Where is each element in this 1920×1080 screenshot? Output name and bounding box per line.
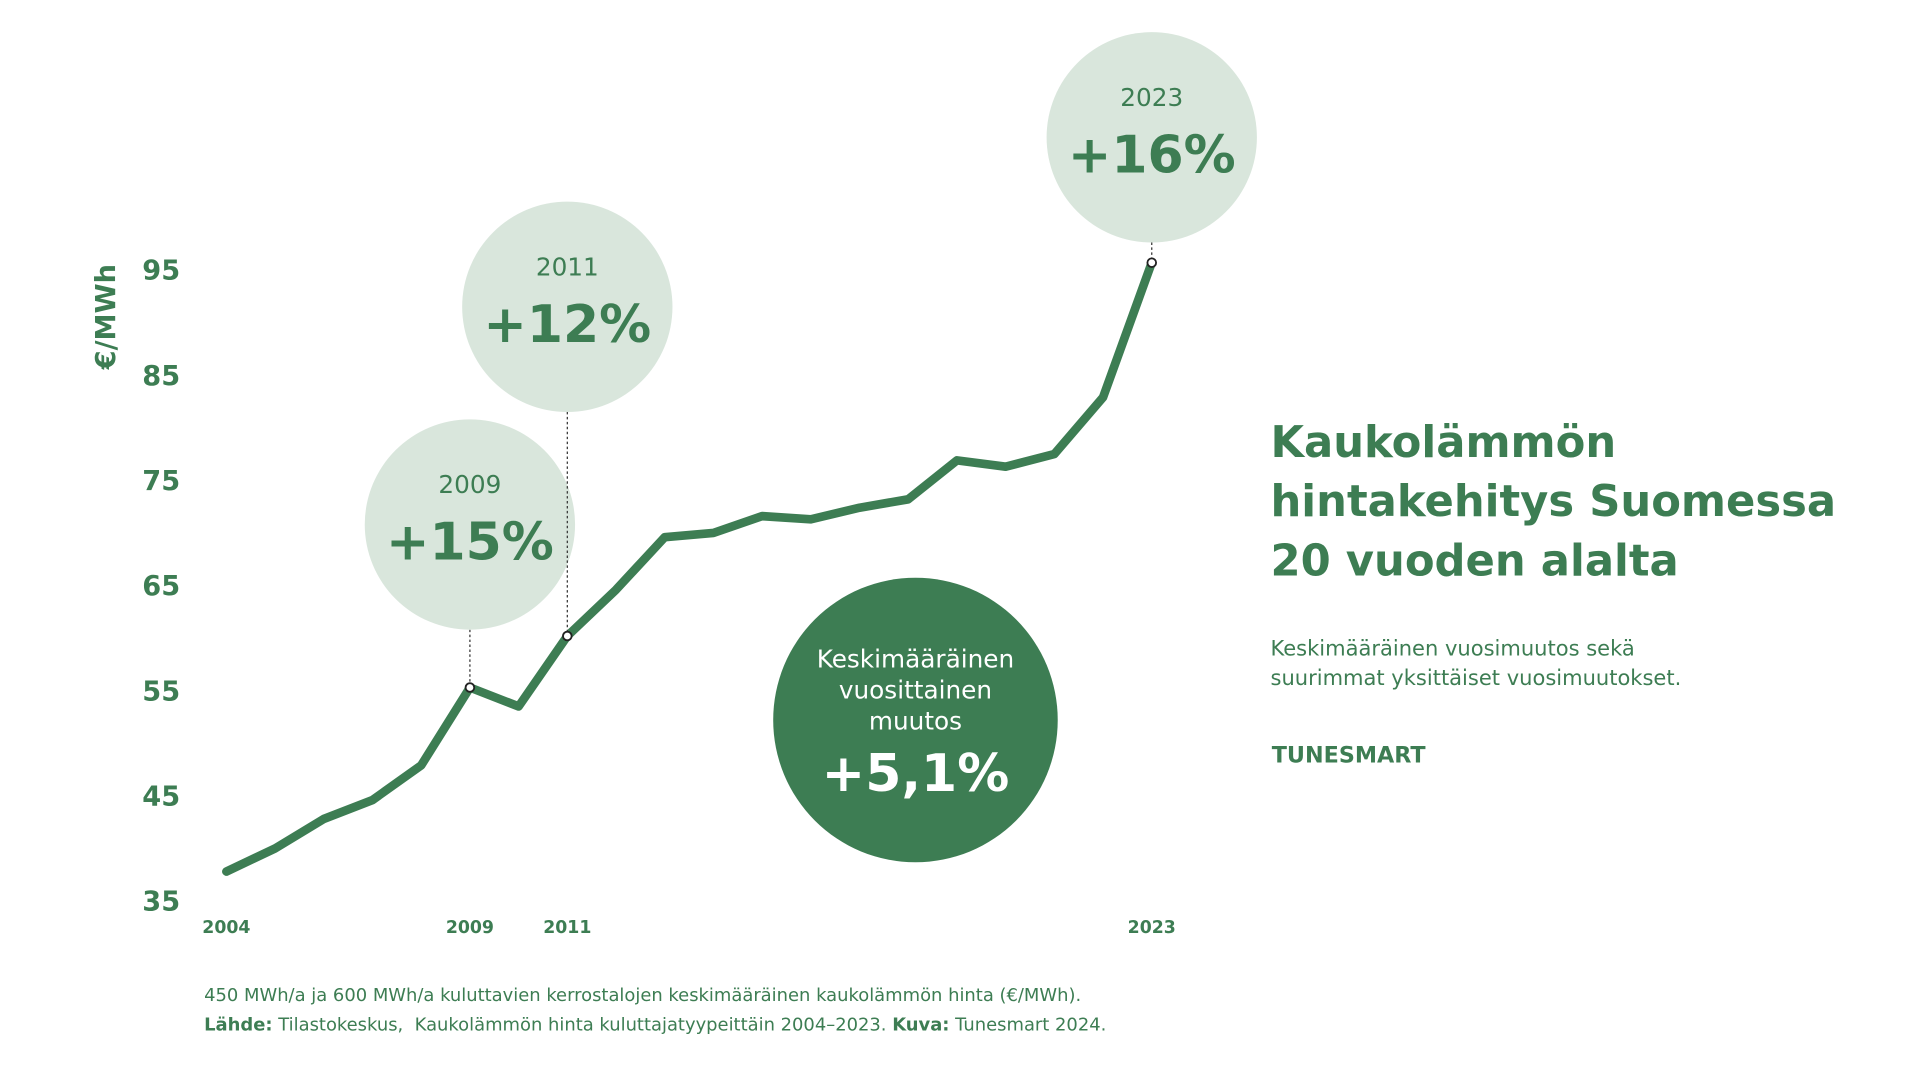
point-marker <box>1146 257 1158 268</box>
footnote-label: Lähde: <box>204 1015 272 1036</box>
footnote: 450 MWh/a ja 600 MWh/a kuluttavien kerro… <box>204 985 1081 1006</box>
title-line: hintakehitys Suomessa <box>1271 477 1837 527</box>
y-tick-label: 75 <box>142 466 180 497</box>
x-tick-label: 2004 <box>202 918 250 938</box>
average-label: vuosittainen <box>839 676 992 705</box>
y-tick-label: 35 <box>142 887 180 918</box>
y-tick-label: 45 <box>142 781 180 812</box>
x-tick-label: 2023 <box>1128 918 1176 938</box>
point-marker <box>562 630 573 642</box>
bubble-year: 2023 <box>1120 83 1183 112</box>
bubble-year: 2009 <box>438 470 501 499</box>
average-bubble <box>773 577 1058 863</box>
y-axis-label: €/MWh <box>91 264 122 370</box>
bubble <box>364 419 576 630</box>
bubble-value: +12% <box>483 295 651 355</box>
average-label: Keskimääräinen <box>817 645 1014 674</box>
title-line: 20 vuoden alalta <box>1271 537 1679 587</box>
footnote: Lähde: Tilastokeskus, Kaukolämmön hinta … <box>204 1015 1106 1036</box>
bubble-value: +16% <box>1068 125 1236 185</box>
average-value: +5,1% <box>822 744 1010 804</box>
footnote-text: Tilastokeskus, Kaukolämmön hinta kulutta… <box>273 1015 893 1036</box>
average-label: muutos <box>869 706 962 735</box>
subtitle-line: Keskimääräinen vuosimuutos sekä <box>1271 635 1635 660</box>
y-tick-label: 55 <box>142 676 180 707</box>
y-tick-label: 95 <box>142 256 180 287</box>
bubble <box>1046 32 1257 243</box>
title-line: Kaukolämmön <box>1271 418 1617 468</box>
subtitle-line: suurimmat yksittäiset vuosimuutokset. <box>1271 665 1682 690</box>
bubble-value: +15% <box>386 513 554 573</box>
data-line <box>222 258 1157 876</box>
footnote-label: Kuva: <box>892 1015 949 1036</box>
bubble <box>462 201 673 412</box>
brand: TUNESMART <box>1272 742 1427 768</box>
x-tick-label: 2009 <box>446 918 494 938</box>
y-tick-label: 85 <box>142 361 180 392</box>
y-tick-label: 65 <box>142 571 180 602</box>
point-marker <box>464 682 476 693</box>
footnote-text: Tunesmart 2024. <box>949 1015 1106 1036</box>
x-tick-label: 2011 <box>543 918 591 938</box>
bubble-year: 2011 <box>536 252 599 281</box>
